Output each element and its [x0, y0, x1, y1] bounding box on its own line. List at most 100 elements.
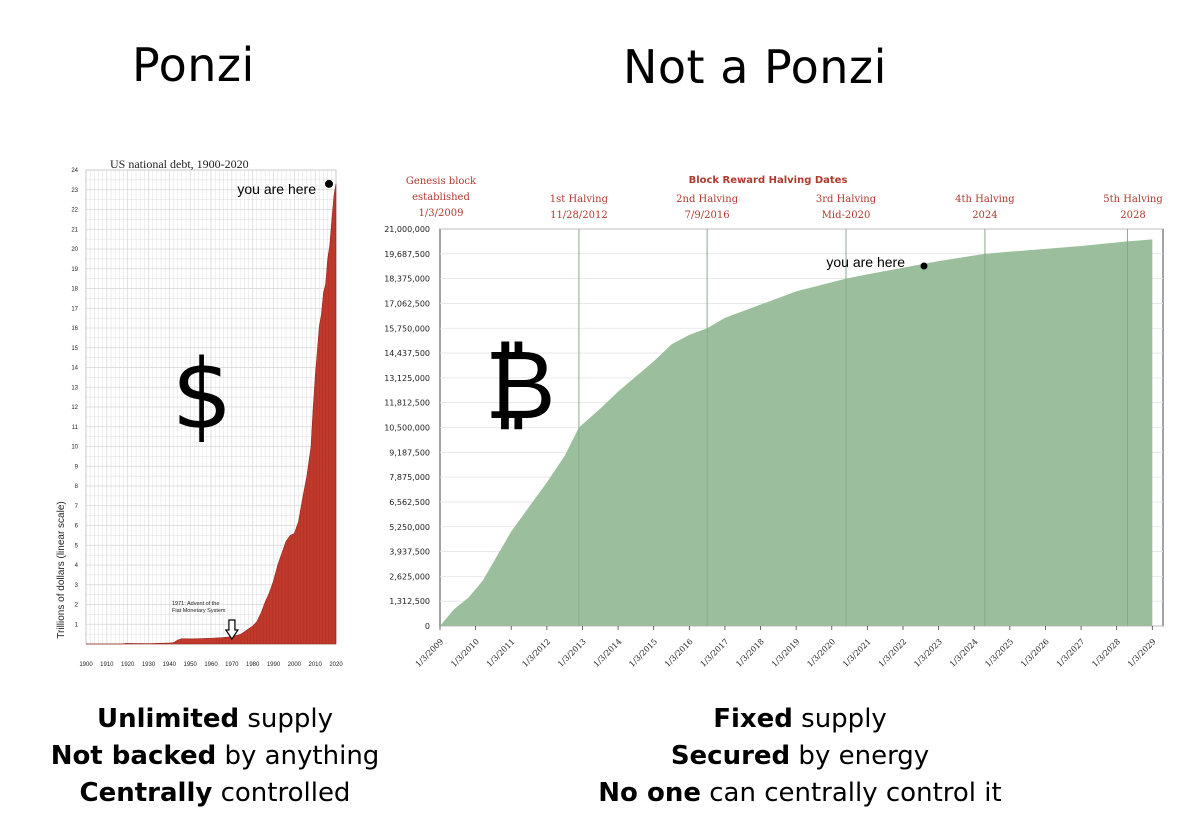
down-arrow-icon — [224, 619, 240, 641]
debt-y-tick-label: 14 — [71, 366, 78, 372]
debt-x-tick-label: 1950 — [183, 662, 197, 668]
btc-y-tick-label: 19,687,500 — [384, 250, 430, 259]
caption-line: Fixed supply — [560, 701, 1040, 738]
debt-x-tick-label: 1940 — [163, 662, 177, 668]
debt-x-tick-label: 1970 — [225, 662, 239, 668]
debt-y-tick-label: 8 — [75, 484, 79, 490]
you-are-here-dot — [325, 179, 333, 188]
btc-x-tick-label: 1/3/2027 — [1055, 637, 1087, 669]
btc-y-tick-label: 10,500,000 — [384, 424, 430, 433]
btc-supply-series — [440, 239, 1153, 626]
btc-y-tick-label: 11,812,500 — [384, 399, 430, 408]
debt-x-tick-label: 1960 — [204, 662, 218, 668]
debt-x-tick-label: 1930 — [142, 662, 156, 668]
btc-y-tick-label: 0 — [425, 622, 430, 631]
halving-events: Genesis block established 1/3/2009 1st Halv… — [406, 176, 1163, 221]
btc-x-tick-label: 1/3/2025 — [983, 637, 1015, 669]
you-are-here-label: you are here — [237, 181, 316, 197]
btc-x-tick-label: 1/3/2020 — [805, 637, 837, 669]
btc-x-tick-label: 1/3/2024 — [948, 637, 980, 669]
btc-y-tick-label: 1,312,500 — [389, 597, 430, 606]
btc-y-tick-label: 6,562,500 — [389, 498, 430, 507]
btc-y-tick-label: 13,125,000 — [384, 374, 430, 383]
debt-y-tick-label: 12 — [71, 405, 78, 411]
debt-x-tick-label: 1910 — [100, 662, 114, 668]
halving-label-line2: 2028 — [1120, 210, 1145, 221]
debt-x-tick-label: 1990 — [267, 662, 281, 668]
btc-annotations: you are here — [826, 254, 928, 270]
caption-bold: Not backed — [50, 741, 217, 771]
debt-grid — [85, 169, 337, 645]
you-are-here-dot — [920, 262, 928, 270]
debt-x-tick-label: 2000 — [288, 662, 302, 668]
debt-y-tick-label: 13 — [71, 385, 78, 391]
debt-x-tick-label: 1920 — [121, 662, 135, 668]
caption-bold: Secured — [670, 741, 791, 771]
btc-y-tick-label: 18,375,000 — [384, 275, 430, 284]
bitcoin-symbol: ₿ — [484, 329, 555, 441]
debt-y-tick-label: 9 — [75, 464, 79, 470]
debt-y-tick-label: 17 — [71, 306, 78, 312]
debt-series-area — [86, 183, 337, 645]
btc-supply-area — [440, 229, 1153, 626]
btc-y-tick-label: 17,062,500 — [384, 299, 430, 308]
btc-x-tick-label: 1/3/2022 — [877, 637, 909, 669]
ponzi-heading: Ponzi — [132, 38, 255, 92]
debt-y-tick-label: 24 — [71, 168, 78, 174]
debt-y-tick-label: 18 — [71, 287, 78, 293]
debt-y-tick-label: 21 — [71, 227, 78, 233]
btc-y-tick-label: 2,625,000 — [389, 572, 430, 581]
debt-bars — [86, 183, 337, 645]
btc-x-tick-label: 1/3/2017 — [699, 637, 731, 669]
caption-bold: No one — [598, 778, 701, 808]
caption-rest: controlled — [212, 778, 351, 808]
debt-x-tick-label: 2020 — [329, 662, 343, 668]
btc-x-tick-label: 1/3/2014 — [592, 637, 624, 669]
caption-bold: Fixed — [713, 704, 793, 734]
debt-y-tick-label: 7 — [75, 504, 79, 510]
btc-chart-title: Block Reward Halving Dates — [689, 175, 848, 186]
dollar-symbol: $ — [171, 339, 232, 451]
debt-y-tick-label: 22 — [71, 208, 78, 214]
genesis-line1: Genesis block — [406, 176, 477, 187]
halving-label-line1: 2nd Halving — [676, 194, 739, 205]
btc-y-tick-label: 3,937,500 — [389, 548, 430, 557]
debt-y-tick-label: 20 — [71, 247, 78, 253]
caption-rest: supply — [792, 704, 887, 734]
debt-x-tick-label: 1980 — [246, 662, 260, 668]
btc-x-tick-label: 1/3/2021 — [841, 637, 873, 669]
debt-y-tick-label: 4 — [75, 563, 79, 569]
debt-y-tick-label: 1 — [75, 622, 79, 628]
debt-x-tick-label: 2010 — [308, 662, 322, 668]
btc-x-tick-label: 1/3/2016 — [663, 637, 695, 669]
caption-line: Centrally controlled — [0, 775, 430, 812]
halving-label-line2: 11/28/2012 — [550, 210, 608, 221]
genesis-line2: established — [412, 192, 470, 203]
halving-label-line1: 1st Halving — [550, 194, 609, 205]
debt-y-tick-label: 11 — [72, 425, 79, 431]
debt-y-tick-label: 2 — [75, 603, 79, 609]
caption-line: Secured by energy — [560, 738, 1040, 775]
debt-y-tick-label: 6 — [75, 524, 79, 530]
btc-x-tick-label: 1/3/2009 — [414, 637, 446, 669]
halving-label-line2: Mid-2020 — [822, 210, 871, 221]
debt-axes: 1234567891011121314151617181920212223241… — [71, 168, 343, 668]
btc-y-tick-label: 5,250,000 — [389, 523, 430, 532]
genesis-line3: 1/3/2009 — [419, 208, 464, 219]
not-a-ponzi-heading: Not a Ponzi — [623, 40, 887, 94]
debt-y-tick-label: 10 — [71, 445, 78, 451]
debt-y-tick-label: 3 — [75, 583, 79, 589]
debt-y-tick-label: 15 — [71, 346, 78, 352]
not-a-ponzi-caption: Fixed supply Secured by energy No one ca… — [560, 701, 1040, 812]
debt-y-tick-label: 5 — [75, 543, 79, 549]
btc-x-tick-label: 1/3/2028 — [1090, 637, 1122, 669]
caption-bold: Unlimited — [96, 704, 240, 734]
us-debt-chart: 1234567891011121314151617181920212223241… — [56, 157, 343, 668]
fiat-annotation-line1: 1971: Advent of the — [172, 601, 219, 607]
halving-label-line1: 3rd Halving — [816, 194, 877, 205]
debt-x-tick-label: 1900 — [79, 662, 93, 668]
fiat-annotation-line2: Fiat Monetary System — [172, 608, 226, 614]
caption-line: Not backed by anything — [0, 738, 430, 775]
btc-x-tick-label: 1/3/2011 — [485, 637, 517, 669]
